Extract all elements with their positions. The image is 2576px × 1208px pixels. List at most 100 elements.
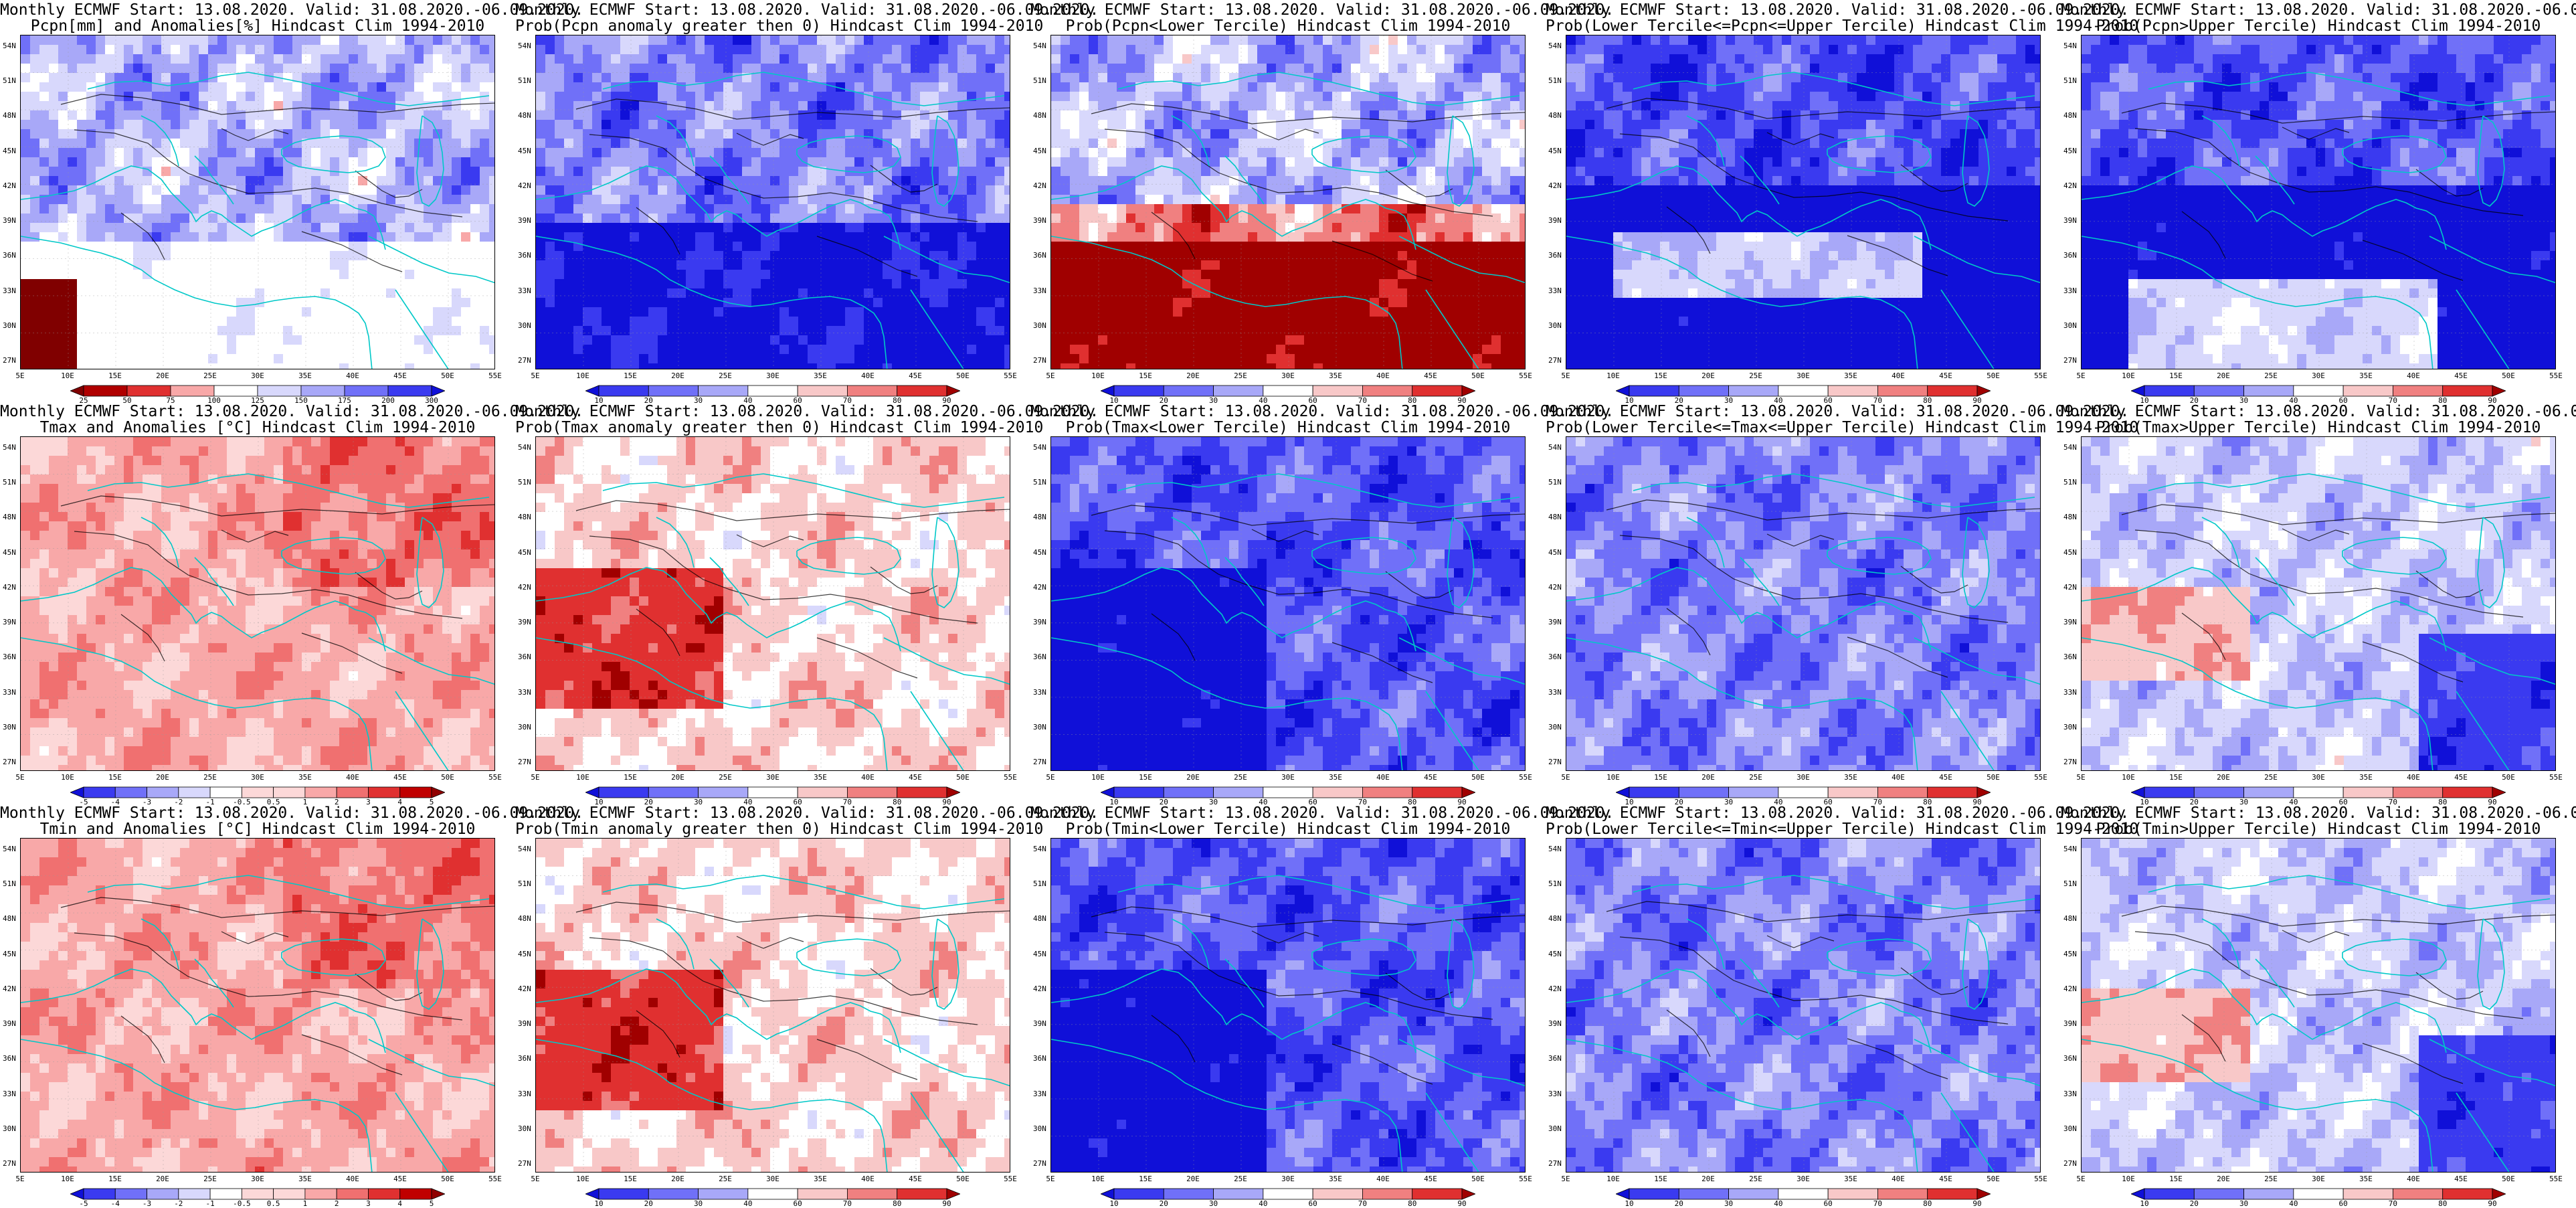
longitude-tick-label: 20E bbox=[1701, 371, 1715, 380]
colorbar-tick-label: 0.5 bbox=[267, 1199, 280, 1208]
panel-header: Monthly ECMWF Start: 13.08.2020. Valid: … bbox=[1546, 404, 2061, 420]
longitude-tick-label: 55E bbox=[2034, 773, 2047, 782]
longitude-tick-label: 20E bbox=[671, 1175, 684, 1183]
longitude-tick-label: 40E bbox=[1376, 773, 1390, 782]
longitude-tick-label: 50E bbox=[1471, 371, 1485, 380]
longitude-tick-label: 5E bbox=[2076, 371, 2085, 380]
latitude-tick-label: 48N bbox=[3, 914, 16, 923]
latitude-tick-label: 36N bbox=[1033, 251, 1046, 260]
colorbar-tick-label: 60 bbox=[1824, 1199, 1833, 1208]
latitude-tick-label: 54N bbox=[1548, 845, 1562, 853]
longitude-tick-label: 55E bbox=[2034, 1175, 2047, 1183]
latitude-tick-label: 36N bbox=[1548, 653, 1562, 661]
latitude-tick-label: 48N bbox=[2063, 914, 2077, 923]
colorbar-tick-label: 40 bbox=[1774, 1199, 1782, 1208]
longitude-tick-label: 10E bbox=[61, 773, 74, 782]
colorbar bbox=[2131, 1187, 2506, 1201]
forecast-panel: Monthly ECMWF Start: 13.08.2020. Valid: … bbox=[0, 402, 515, 803]
latitude-tick-label: 27N bbox=[2063, 1159, 2077, 1168]
longitude-tick-label: 15E bbox=[1654, 1175, 1667, 1183]
panel-header: Monthly ECMWF Start: 13.08.2020. Valid: … bbox=[1030, 404, 1546, 420]
colorbar-tick-label: -3 bbox=[143, 1199, 151, 1208]
latitude-tick-label: 39N bbox=[1548, 618, 1562, 626]
latitude-tick-label: 39N bbox=[1033, 216, 1046, 225]
colorbar-tick-label: 80 bbox=[1408, 1199, 1416, 1208]
colorbar-tick-label: -0.5 bbox=[233, 1199, 251, 1208]
colorbar-tick-label: -4 bbox=[111, 1199, 120, 1208]
longitude-tick-label: 25E bbox=[203, 371, 217, 380]
longitude-tick-label: 45E bbox=[393, 1175, 407, 1183]
latitude-tick-label: 36N bbox=[518, 251, 531, 260]
panel-header: Monthly ECMWF Start: 13.08.2020. Valid: … bbox=[2061, 404, 2576, 420]
forecast-panel: Monthly ECMWF Start: 13.08.2020. Valid: … bbox=[1546, 803, 2061, 1205]
longitude-tick-label: 15E bbox=[108, 1175, 122, 1183]
longitude-tick-label: 10E bbox=[1606, 773, 1620, 782]
latitude-tick-label: 39N bbox=[1548, 216, 1562, 225]
panel-title: Pcpn[mm] and Anomalies[%] Hindcast Clim … bbox=[0, 18, 515, 35]
longitude-tick-label: 50E bbox=[1987, 1175, 2000, 1183]
longitude-tick-label: 45E bbox=[2454, 773, 2468, 782]
colorbar bbox=[585, 384, 960, 398]
latitude-tick-label: 39N bbox=[2063, 618, 2077, 626]
longitude-tick-label: 55E bbox=[1519, 773, 1532, 782]
panel-title: Prob(Tmin>Upper Tercile) Hindcast Clim 1… bbox=[2061, 821, 2576, 838]
longitude-tick-label: 35E bbox=[814, 773, 827, 782]
longitude-tick-label: 35E bbox=[298, 1175, 312, 1183]
longitude-tick-label: 35E bbox=[1844, 371, 1857, 380]
panel-title: Prob(Pcpn anomaly greater then 0) Hindca… bbox=[515, 18, 1030, 35]
longitude-tick-label: 50E bbox=[956, 371, 970, 380]
latitude-tick-label: 33N bbox=[2063, 688, 2077, 697]
latitude-tick-label: 45N bbox=[3, 548, 16, 557]
latitude-tick-label: 36N bbox=[3, 251, 16, 260]
latitude-tick-label: 45N bbox=[1548, 548, 1562, 557]
colorbar bbox=[1101, 384, 1475, 398]
forecast-map bbox=[2081, 838, 2556, 1173]
panel-title: Prob(Lower Tercile<=Tmax<=Upper Tercile)… bbox=[1546, 420, 2061, 436]
latitude-tick-label: 51N bbox=[3, 76, 16, 85]
map-field bbox=[1051, 839, 1526, 1173]
colorbar-tick-label: 40 bbox=[2289, 1199, 2298, 1208]
longitude-tick-label: 20E bbox=[2217, 1175, 2230, 1183]
longitude-tick-label: 35E bbox=[1844, 1175, 1857, 1183]
latitude-tick-label: 27N bbox=[1033, 1159, 1046, 1168]
panel-title: Prob(Tmax<Lower Tercile) Hindcast Clim 1… bbox=[1030, 420, 1546, 436]
latitude-tick-label: 30N bbox=[2063, 321, 2077, 330]
latitude-tick-label: 42N bbox=[518, 181, 531, 190]
longitude-tick-label: 5E bbox=[531, 371, 539, 380]
colorbar-tick-label: 20 bbox=[2190, 1199, 2199, 1208]
colorbar-tick-label: 4 bbox=[397, 1199, 402, 1208]
panel-title: Prob(Tmax anomaly greater then 0) Hindca… bbox=[515, 420, 1030, 436]
latitude-tick-label: 39N bbox=[2063, 216, 2077, 225]
latitude-tick-label: 54N bbox=[2063, 845, 2077, 853]
longitude-tick-label: 55E bbox=[2549, 773, 2563, 782]
latitude-tick-label: 39N bbox=[518, 216, 531, 225]
colorbar bbox=[70, 786, 445, 799]
latitude-tick-label: 51N bbox=[1548, 478, 1562, 487]
latitude-tick-label: 51N bbox=[1033, 76, 1046, 85]
longitude-tick-label: 45E bbox=[1424, 773, 1437, 782]
forecast-map bbox=[20, 35, 495, 369]
latitude-tick-label: 54N bbox=[3, 41, 16, 50]
latitude-tick-label: 42N bbox=[2063, 984, 2077, 993]
longitude-tick-label: 25E bbox=[1749, 1175, 1762, 1183]
panel-header: Monthly ECMWF Start: 13.08.2020. Valid: … bbox=[515, 404, 1030, 420]
longitude-tick-label: 40E bbox=[2407, 1175, 2420, 1183]
latitude-tick-label: 27N bbox=[518, 356, 531, 365]
colorbar-tick-label: 60 bbox=[794, 1199, 802, 1208]
longitude-tick-label: 25E bbox=[1749, 773, 1762, 782]
latitude-tick-label: 33N bbox=[3, 688, 16, 697]
latitude-tick-label: 39N bbox=[1548, 1019, 1562, 1028]
latitude-tick-label: 54N bbox=[1033, 845, 1046, 853]
latitude-tick-label: 51N bbox=[2063, 879, 2077, 888]
colorbar-tick-label: 90 bbox=[1972, 1199, 1981, 1208]
longitude-tick-label: 35E bbox=[2359, 371, 2373, 380]
latitude-tick-label: 36N bbox=[2063, 1054, 2077, 1063]
longitude-tick-label: 50E bbox=[1987, 371, 2000, 380]
forecast-panel: Monthly ECMWF Start: 13.08.2020. Valid: … bbox=[1546, 0, 2061, 402]
map-field bbox=[2082, 35, 2556, 369]
latitude-tick-label: 36N bbox=[518, 1054, 531, 1063]
latitude-tick-label: 27N bbox=[1548, 758, 1562, 766]
colorbar-tick-label: 10 bbox=[2140, 1199, 2148, 1208]
longitude-tick-label: 30E bbox=[1797, 1175, 1810, 1183]
longitude-tick-label: 35E bbox=[814, 371, 827, 380]
